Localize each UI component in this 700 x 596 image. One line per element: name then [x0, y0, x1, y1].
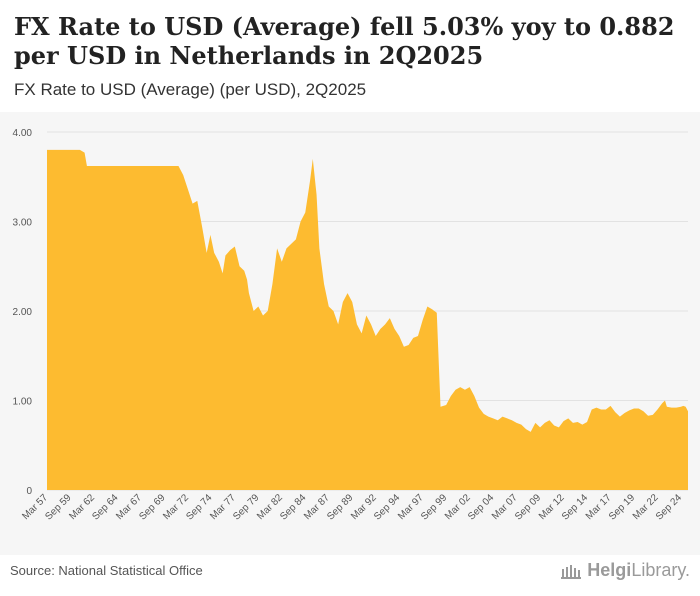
- helgilibrary-logo: Helgi Library.: [560, 560, 690, 581]
- logo-text-helgi: Helgi: [587, 560, 632, 580]
- y-tick-label: 3.00: [13, 218, 33, 229]
- x-tick-label: Sep 14: [560, 492, 590, 522]
- x-tick-label: Sep 84: [278, 492, 308, 522]
- x-tick-label: Sep 74: [184, 492, 214, 522]
- x-tick-label: Sep 99: [419, 492, 449, 522]
- x-tick-label: Sep 59: [43, 492, 73, 522]
- chart-title: FX Rate to USD (Average) fell 5.03% yoy …: [14, 12, 675, 70]
- y-tick-label: 4.00: [13, 128, 33, 139]
- x-tick-label: Sep 24: [654, 492, 684, 522]
- library-icon: [561, 564, 582, 579]
- logo-text: Helgi Library.: [587, 560, 690, 581]
- chart-area: 0 1.00 2.00 3.00 4.00 Mar 57 Sep 59 Mar 62 Sep 6…: [0, 112, 700, 555]
- x-tick-label: Sep 09: [513, 492, 543, 522]
- x-tick-label: Sep 94: [372, 492, 402, 522]
- series-area: [47, 149, 688, 490]
- y-tick-label: 0: [26, 486, 32, 497]
- x-tick-label: Sep 89: [325, 492, 355, 522]
- x-tick-label: Sep 79: [231, 492, 261, 522]
- logo-text-library: Library.: [631, 560, 690, 580]
- y-tick-label: 2.00: [13, 307, 33, 318]
- x-tick-label: Sep 64: [90, 492, 120, 522]
- x-tick-label: Sep 04: [466, 492, 496, 522]
- x-tick-label: Sep 19: [607, 492, 637, 522]
- source-note: Source: National Statistical Office: [10, 563, 203, 578]
- y-tick-label: 1.00: [13, 397, 33, 408]
- x-tick-label: Sep 69: [137, 492, 167, 522]
- chart-subtitle: FX Rate to USD (Average) (per USD), 2Q20…: [14, 80, 367, 99]
